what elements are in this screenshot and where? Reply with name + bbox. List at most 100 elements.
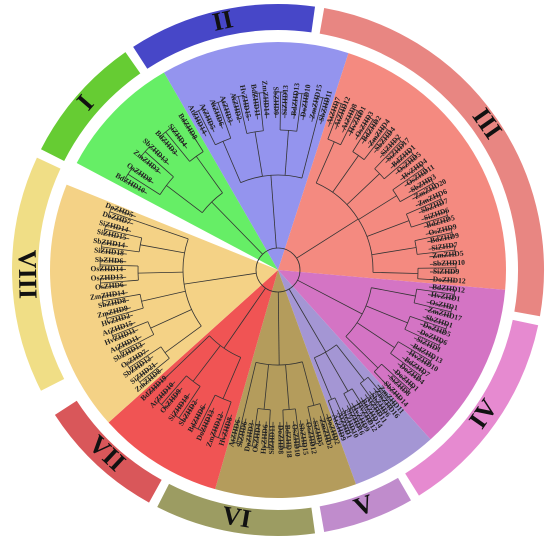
- branch: [406, 350, 429, 366]
- branch: [439, 194, 444, 204]
- branch: [157, 381, 176, 402]
- branch: [157, 400, 166, 409]
- branch: [270, 175, 277, 249]
- branch: [246, 130, 264, 134]
- branch: [165, 387, 183, 409]
- clade-wedge: [278, 270, 506, 440]
- branch: [101, 292, 128, 297]
- branch: [332, 155, 359, 193]
- branch: [373, 387, 391, 409]
- branch: [453, 245, 456, 255]
- branch: [212, 100, 224, 105]
- branch: [201, 192, 223, 213]
- branch: [327, 103, 342, 140]
- branch: [383, 153, 414, 180]
- leaf-label: SiZHD9: [433, 267, 460, 276]
- branch: [358, 195, 397, 220]
- branch: [373, 371, 401, 400]
- branch: [369, 418, 376, 423]
- branch: [363, 129, 388, 160]
- branch: [428, 286, 455, 291]
- branch: [356, 322, 395, 348]
- branch: [351, 402, 365, 426]
- clade-ring: [133, 4, 316, 69]
- branch: [409, 315, 447, 330]
- branch: [131, 356, 154, 372]
- branch: [410, 344, 434, 358]
- branch: [374, 132, 392, 153]
- branch: [340, 110, 358, 145]
- branch: [243, 95, 250, 121]
- branch: [222, 141, 242, 183]
- branch: [313, 357, 332, 400]
- branch: [346, 405, 360, 429]
- branch: [258, 92, 264, 131]
- branch: [101, 296, 104, 306]
- branch: [144, 151, 174, 178]
- branch: [232, 97, 241, 123]
- branch: [449, 307, 453, 317]
- branch: [367, 376, 393, 407]
- branch: [109, 211, 146, 225]
- branch: [343, 393, 362, 428]
- branch: [387, 374, 407, 394]
- branch: [192, 345, 221, 382]
- clade-wedge: [278, 270, 431, 485]
- branch: [404, 328, 440, 346]
- branch: [145, 223, 189, 240]
- branch: [379, 411, 386, 417]
- branch: [111, 207, 136, 218]
- branch: [212, 411, 224, 436]
- leaf-label: SiZHD7: [431, 240, 458, 253]
- branch: [408, 178, 432, 193]
- leaf-label: SiZHD13: [280, 85, 290, 116]
- clade-ring: [40, 52, 141, 162]
- branch: [359, 383, 383, 415]
- branch: [413, 337, 438, 350]
- branch: [352, 119, 374, 152]
- clade-wedge: [164, 42, 349, 270]
- branch: [217, 102, 232, 139]
- branch: [326, 413, 336, 439]
- branch: [312, 97, 324, 135]
- branch: [178, 386, 201, 419]
- branch: [374, 168, 385, 180]
- clade-ring: [157, 483, 316, 536]
- branch: [174, 414, 184, 422]
- leaf-label: BdZHD18: [283, 424, 294, 458]
- branch: [404, 171, 427, 187]
- branch: [418, 372, 424, 380]
- branch: [392, 167, 425, 191]
- branch: [335, 105, 346, 130]
- branch: [136, 378, 144, 386]
- branch: [124, 179, 147, 194]
- clade-label: VIII: [13, 250, 43, 300]
- branch: [222, 357, 242, 399]
- branch: [165, 131, 190, 162]
- leaf-label: BdZHD12: [432, 282, 466, 295]
- branch: [315, 141, 335, 184]
- branch: [343, 388, 353, 394]
- branch: [288, 288, 327, 353]
- branch: [426, 301, 453, 308]
- branch: [159, 136, 178, 157]
- branch: [422, 316, 448, 326]
- branch: [114, 329, 139, 341]
- branch: [108, 215, 134, 225]
- branch: [355, 400, 371, 423]
- branch: [377, 384, 396, 405]
- branch: [160, 346, 170, 359]
- branch: [176, 335, 210, 368]
- branch: [381, 363, 410, 391]
- branch: [397, 363, 419, 380]
- branch: [430, 179, 436, 188]
- branch: [392, 189, 401, 202]
- branch: [328, 101, 338, 127]
- branch: [398, 341, 432, 362]
- branch: [251, 408, 259, 447]
- branch: [400, 164, 422, 181]
- clade-ring: [54, 400, 162, 503]
- branch: [149, 146, 169, 165]
- branch: [299, 420, 305, 447]
- branch: [126, 349, 150, 365]
